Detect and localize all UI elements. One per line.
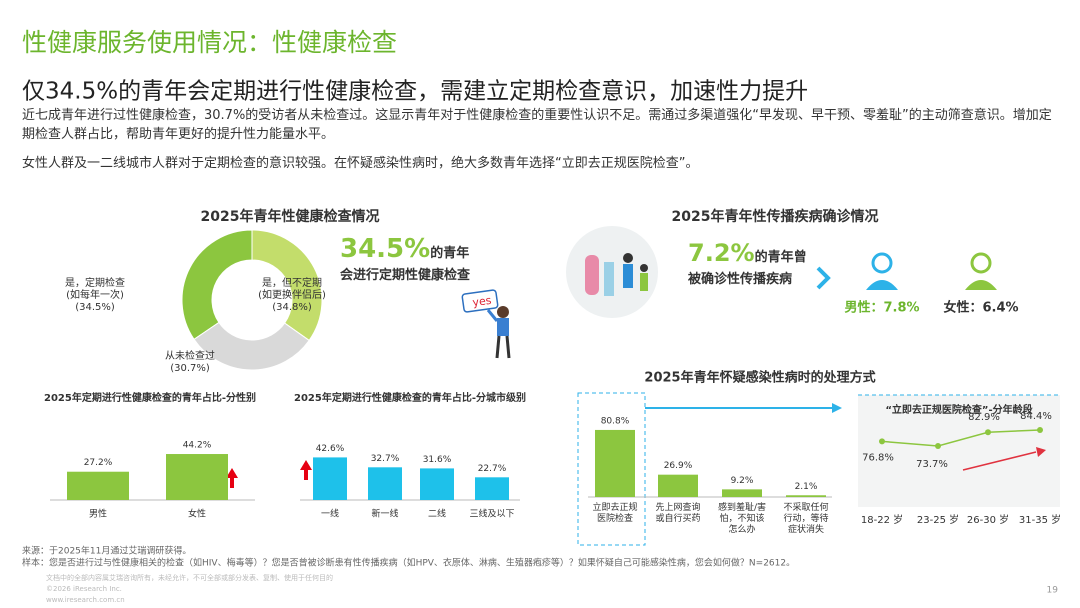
value-label: 82.9% xyxy=(968,412,1000,423)
category-label: 一线 xyxy=(321,508,339,520)
chart-title: 2025年定期进行性健康检查的青年占比-分城市级别 xyxy=(294,391,526,404)
value-label: 22.7% xyxy=(478,464,507,474)
value-label: 27.2% xyxy=(84,458,113,468)
slice-note: (如每年一次) xyxy=(66,288,124,301)
donut-slice xyxy=(251,229,323,342)
point xyxy=(879,438,885,445)
value-label: 2.1% xyxy=(795,482,818,492)
diagnosis-callout: 7.2%的青年曾被确诊性传播疾病 xyxy=(688,239,812,291)
chart-title: 2025年定期进行性健康检查的青年占比-分性别 xyxy=(44,391,256,404)
bar xyxy=(67,471,129,500)
slice-label: 是，但不定期 xyxy=(262,276,322,289)
chart-title: “立即去正规医院检查”-分年龄段 xyxy=(885,403,1032,416)
age-panel xyxy=(858,395,1060,507)
value-label: 31.6% xyxy=(423,455,452,465)
paragraph: 女性人群及一二线城市人群对于定期检查的意识较强。在怀疑感染性病时，绝大多数青年选… xyxy=(22,156,699,171)
category-label: 31-35 岁 xyxy=(1019,513,1061,526)
bar xyxy=(313,457,347,500)
category-label: 立即去正规医院检查 xyxy=(592,503,638,524)
chevron xyxy=(816,266,831,290)
category-label: 不采取任何行动，等待症状消失 xyxy=(783,503,829,535)
value-label: 76.8% xyxy=(862,452,894,463)
female-stat: 女性：6.4% xyxy=(943,300,1018,316)
value-label: 84.4% xyxy=(1020,411,1052,422)
chart-title: 2025年青年性传播疾病确诊情况 xyxy=(672,208,879,225)
point xyxy=(1037,427,1043,433)
diagnosis-figure: 7.2% xyxy=(688,239,755,267)
bar xyxy=(658,474,698,497)
value-label: 26.9% xyxy=(664,461,693,471)
category-label: 三线及以下 xyxy=(469,508,514,520)
callout-figure: 34.5% xyxy=(340,234,431,264)
bar xyxy=(166,454,228,500)
category-label: 二线 xyxy=(428,508,446,520)
slice-value: (30.7%) xyxy=(170,363,210,374)
bar xyxy=(722,489,762,497)
donut-slice xyxy=(193,321,310,371)
chart-title: 2025年青年怀疑感染性病时的处理方式 xyxy=(644,370,875,386)
category-label: 女性 xyxy=(188,508,206,520)
bar xyxy=(595,429,635,497)
up-arrow xyxy=(226,468,238,488)
slice-value: (34.8%) xyxy=(272,302,312,313)
trend-arrow xyxy=(962,451,1037,471)
paragraph: 近七成青年进行过性健康检查，30.7%的受访者从未检查过。这显示青年对于性健康检… xyxy=(22,108,1052,142)
trend-arrow-head xyxy=(1036,447,1046,457)
bar xyxy=(786,495,826,497)
category-label: 新一线 xyxy=(371,508,398,520)
callout-text: 的青年会进行定期性健康检查 xyxy=(340,246,471,283)
website: www.iresearch.com.cn xyxy=(46,596,125,604)
sample: 样本：您是否进行过与性健康相关的检查（如HIV、梅毒等）？您是否曾被诊断患有性传… xyxy=(22,557,795,569)
page-number: 19 xyxy=(1047,586,1059,596)
slice-note: (如更换伴侣后) xyxy=(258,288,326,301)
value-label: 42.6% xyxy=(316,444,345,454)
bar xyxy=(420,468,454,500)
category-label: 感到羞耻/害怕，不知该怎么办 xyxy=(717,503,767,535)
up-arrow xyxy=(300,460,312,480)
male-icon xyxy=(866,252,898,290)
disclaimer: 文档中的全部内容属艾瑞咨询所有，未经允许，不可全部或部分发表、复制、使用于任何目… xyxy=(46,573,333,582)
value-label: 73.7% xyxy=(916,459,948,470)
category-label: 先上网查询或自行买药 xyxy=(655,503,701,524)
category-label: 男性 xyxy=(89,508,107,520)
female-icon xyxy=(965,252,997,290)
clinic-illustration xyxy=(566,226,658,318)
line xyxy=(881,429,1041,447)
yes-illustration xyxy=(461,289,511,359)
male-stat: 男性：7.8% xyxy=(844,300,919,316)
copyright: ©2026 iResearch Inc. xyxy=(46,585,122,593)
diagnosis-text: 的青年曾被确诊性传播疾病 xyxy=(688,250,807,287)
category-label: 23-25 岁 xyxy=(917,513,959,526)
source: 来源：于2025年11月通过艾瑞调研获得。 xyxy=(22,545,191,557)
bar xyxy=(475,477,509,500)
connector-head xyxy=(832,403,842,413)
chart-title: 2025年青年性健康检查情况 xyxy=(201,208,380,225)
value-label: 9.2% xyxy=(731,476,754,486)
point xyxy=(935,443,941,449)
category-label: 18-22 岁 xyxy=(861,513,903,526)
callout: 34.5%的青年会进行定期性健康检查 xyxy=(340,236,471,287)
sign-text: yes xyxy=(472,294,493,310)
point xyxy=(985,429,991,436)
category-label: 26-30 岁 xyxy=(967,513,1009,526)
value-label: 80.8% xyxy=(601,416,630,426)
page-title: 性健康服务使用情况：性健康检查 xyxy=(22,28,397,57)
slice-label: 从未检查过 xyxy=(165,349,215,362)
value-label: 32.7% xyxy=(371,454,400,464)
slice-label: 是，定期检查 xyxy=(65,276,125,289)
bar xyxy=(368,467,402,500)
slice-value: (34.5%) xyxy=(75,302,115,313)
value-label: 44.2% xyxy=(183,441,212,451)
donut-slice xyxy=(181,229,253,341)
headline: 仅34.5%的青年会定期进行性健康检查，需建立定期检查意识，加速性力提升 xyxy=(22,79,808,105)
highlight-box xyxy=(577,392,646,546)
